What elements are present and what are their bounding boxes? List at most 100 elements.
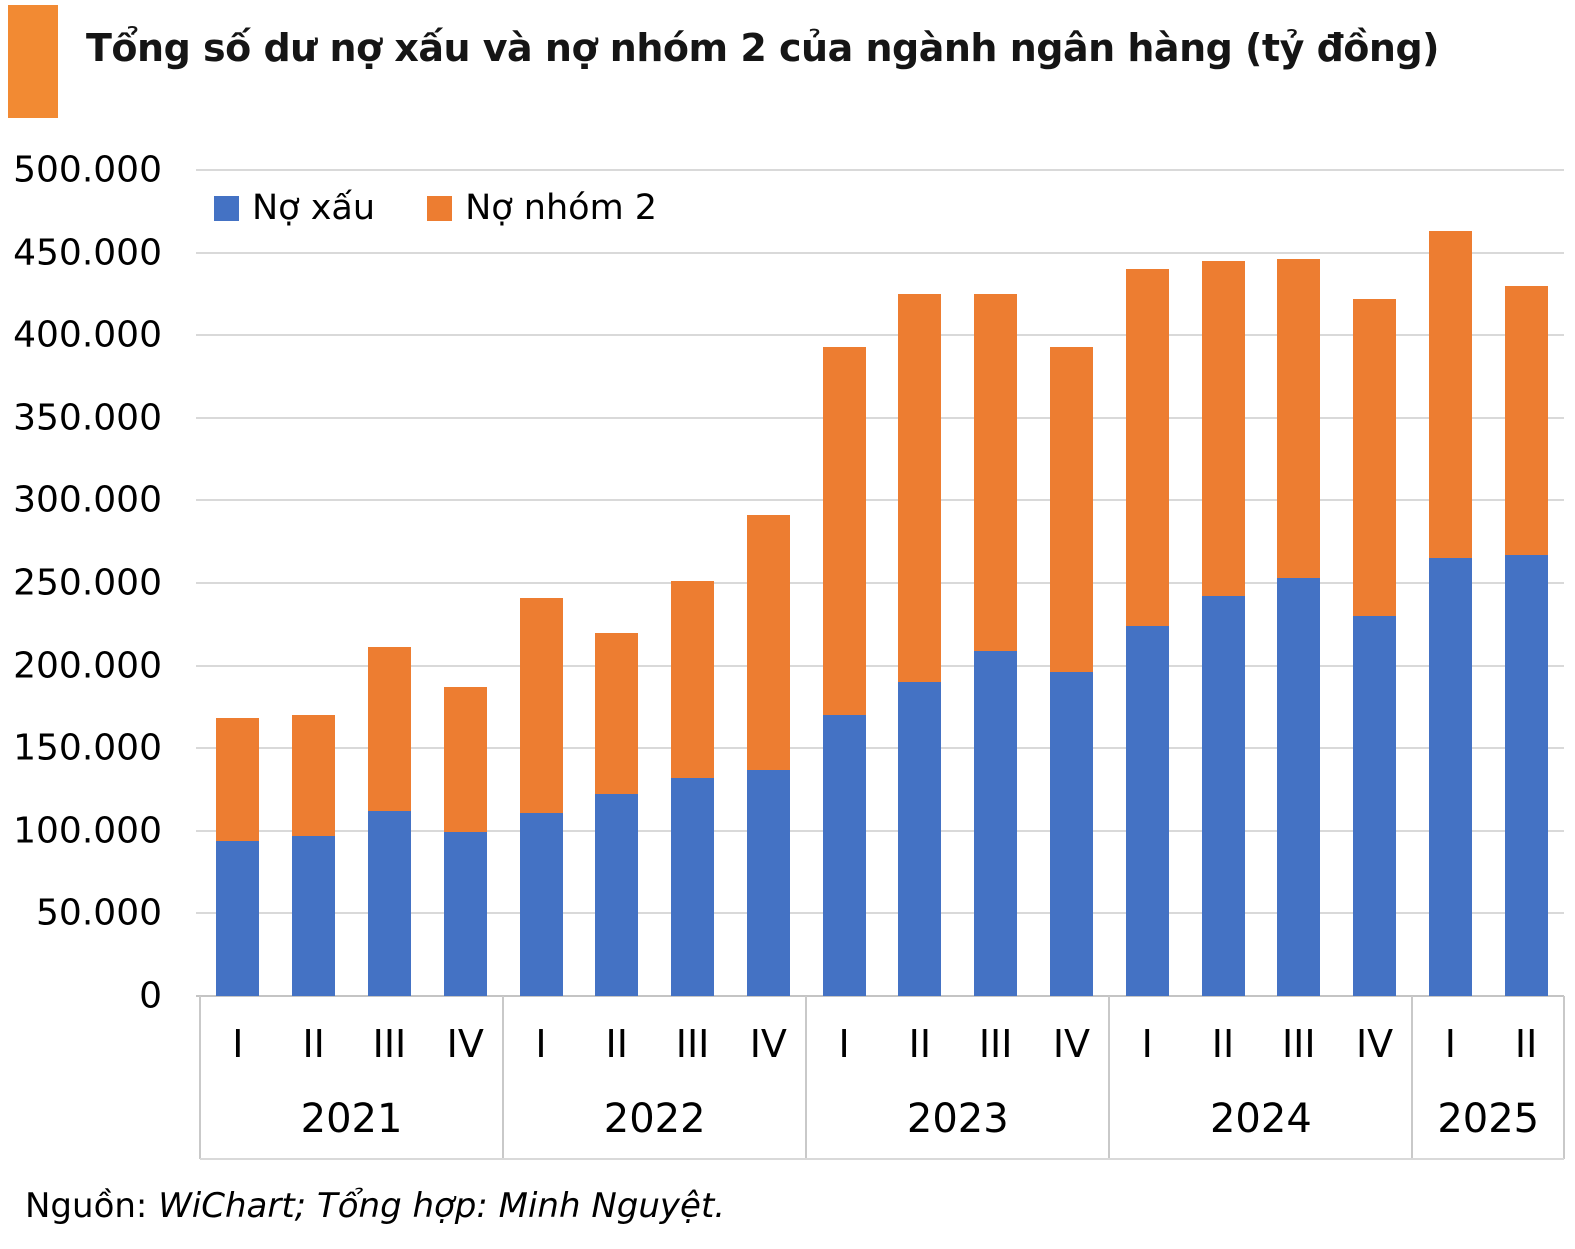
source-prefix: Nguồn:: [25, 1186, 159, 1226]
gridline: [196, 829, 1564, 832]
bar-segment-no-xau: [1428, 558, 1472, 996]
legend-swatch-icon: [427, 195, 453, 221]
legend-item: Nợ xấu: [214, 188, 375, 228]
year-group-divider: [1411, 996, 1414, 1159]
quarter-tick-label: IV: [749, 1022, 787, 1066]
bar-segment-no-nhom-2: [671, 581, 715, 778]
bar-segment-no-nhom-2: [1504, 285, 1548, 555]
bar-segment-no-xau: [1125, 625, 1169, 996]
year-group-divider: [1108, 996, 1111, 1159]
gridline: [196, 169, 1564, 171]
legend-item: Nợ nhóm 2: [427, 188, 657, 228]
bar-segment-no-nhom-2: [974, 293, 1018, 651]
quarter-tick-label: IV: [1052, 1022, 1091, 1066]
legend: Nợ xấu Nợ nhóm 2: [214, 188, 657, 228]
quarter-tick-label: I: [232, 1022, 244, 1066]
quarter-tick-label: III: [978, 1022, 1013, 1066]
bar-segment-no-nhom-2: [367, 647, 411, 811]
y-axis-tick-label: 350.000: [13, 397, 162, 439]
quarter-tick-label: III: [675, 1022, 710, 1066]
quarter-tick-label: IV: [446, 1022, 484, 1066]
y-axis-tick-label: 50.000: [36, 892, 162, 934]
x-axis-line: [196, 995, 1564, 997]
year-label: 2023: [906, 1096, 1009, 1142]
y-axis-tick-label: 0: [139, 975, 162, 1017]
y-axis-tick-label: 200.000: [13, 645, 162, 687]
bar-segment-no-nhom-2: [746, 515, 790, 770]
gridline: [196, 664, 1564, 667]
bar-segment-no-xau: [1277, 578, 1321, 996]
year-group-divider: [805, 996, 808, 1159]
y-axis-tick-label: 400.000: [13, 314, 162, 356]
bar-segment-no-nhom-2: [595, 632, 639, 795]
year-label: 2021: [300, 1096, 403, 1142]
y-axis-tick-label: 250.000: [13, 562, 162, 604]
bar-segment-no-nhom-2: [519, 597, 563, 813]
gridline: [196, 747, 1564, 750]
year-group-divider: [1563, 996, 1565, 1159]
bar-segment-no-xau: [216, 840, 260, 996]
year-label: 2024: [1209, 1096, 1312, 1142]
quarter-tick-label: IV: [1355, 1022, 1394, 1066]
bar-segment-no-nhom-2: [1049, 346, 1093, 673]
bar-segment-no-nhom-2: [1125, 269, 1169, 626]
quarter-tick-label: I: [838, 1022, 850, 1066]
bar-segment-no-nhom-2: [898, 293, 942, 683]
bar-segment-no-xau: [898, 682, 942, 996]
quarter-tick-label: II: [908, 1022, 932, 1066]
source-note: Nguồn: WiChart; Tổng hợp: Minh Nguyệt.: [25, 1186, 725, 1226]
y-axis-tick-label: 450.000: [13, 232, 162, 274]
bar-segment-no-xau: [1201, 596, 1245, 996]
gridline: [196, 334, 1564, 337]
quarter-tick-label: II: [1514, 1022, 1538, 1066]
bar-segment-no-nhom-2: [443, 687, 487, 833]
bar-segment-no-xau: [292, 835, 336, 996]
year-group-divider: [502, 996, 505, 1159]
source-text: WiChart; Tổng hợp: Minh Nguyệt.: [158, 1186, 726, 1226]
y-axis-tick-label: 300.000: [13, 479, 162, 521]
legend-label: Nợ xấu: [252, 188, 376, 228]
bar-segment-no-xau: [1049, 672, 1093, 996]
y-axis-tick-label: 150.000: [13, 727, 162, 769]
gridline: [196, 251, 1564, 254]
title-accent-bar: [8, 5, 58, 118]
bar-segment-no-xau: [595, 794, 639, 996]
quarter-tick-label: III: [372, 1022, 407, 1066]
legend-label: Nợ nhóm 2: [465, 188, 658, 228]
y-axis-tick-label: 100.000: [13, 810, 162, 852]
quarter-tick-label: I: [1141, 1022, 1153, 1066]
bar-segment-no-xau: [519, 812, 563, 996]
year-label: 2022: [603, 1096, 706, 1142]
quarter-tick-label: II: [605, 1022, 628, 1066]
x-axis-band-bottom-border: [200, 1158, 1564, 1160]
legend-swatch-icon: [214, 195, 239, 221]
gridline: [196, 499, 1564, 502]
bar-segment-no-xau: [367, 810, 411, 996]
quarter-tick-label: III: [1281, 1022, 1316, 1066]
bar-segment-no-xau: [443, 832, 487, 996]
bar-segment-no-xau: [822, 715, 866, 996]
gridline: [196, 582, 1564, 584]
bar-segment-no-xau: [1353, 616, 1397, 996]
bar-segment-no-nhom-2: [292, 715, 336, 836]
quarter-tick-label: II: [1211, 1022, 1235, 1066]
bar-segment-no-nhom-2: [1277, 259, 1321, 579]
quarter-tick-label: I: [1444, 1022, 1456, 1066]
page-title: Tổng số dư nợ xấu và nợ nhóm 2 của ngành…: [86, 26, 1440, 70]
bar-segment-no-nhom-2: [1201, 260, 1245, 597]
year-group-divider: [199, 996, 201, 1159]
y-axis-tick-label: 500.000: [13, 149, 162, 191]
year-label: 2025: [1437, 1096, 1540, 1142]
bar-segment-no-nhom-2: [216, 718, 260, 841]
bar-segment-no-nhom-2: [1428, 231, 1472, 559]
bar-segment-no-xau: [671, 777, 715, 996]
bar-segment-no-nhom-2: [1353, 298, 1397, 617]
bar-segment-no-xau: [1504, 554, 1548, 996]
bar-segment-no-xau: [746, 769, 790, 996]
quarter-tick-label: I: [535, 1022, 547, 1066]
gridline: [196, 912, 1564, 915]
bar-segment-no-xau: [974, 650, 1018, 996]
bar-segment-no-nhom-2: [822, 346, 866, 716]
quarter-tick-label: II: [302, 1022, 325, 1066]
